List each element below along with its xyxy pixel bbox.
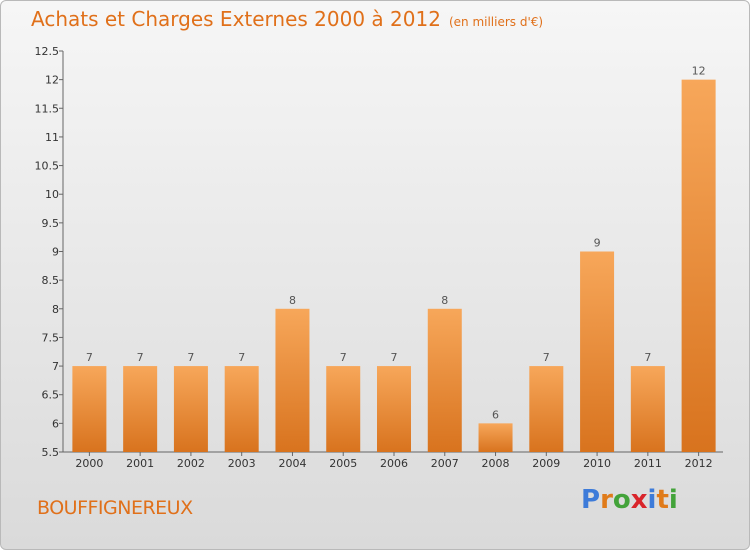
bar-value-label: 7	[137, 351, 144, 364]
y-tick-label: 11.5	[35, 102, 60, 115]
bar-value-label: 7	[340, 351, 347, 364]
bar	[224, 366, 259, 452]
bar-value-label: 6	[492, 408, 499, 421]
place-name: BOUFFIGNEREUX	[37, 497, 193, 519]
bar	[123, 366, 158, 452]
bar	[173, 366, 208, 452]
chart-unit: (en milliers d'€)	[448, 15, 544, 29]
logo-letter: o	[612, 485, 631, 515]
x-tick-label: 2012	[685, 457, 713, 470]
bar-value-label: 7	[391, 351, 398, 364]
bar-value-label: 12	[692, 65, 706, 78]
proxiti-logo: Proxiti	[581, 485, 678, 515]
bar-value-label: 8	[289, 294, 296, 307]
bar-value-label: 7	[86, 351, 93, 364]
y-tick-label: 10.5	[35, 160, 60, 173]
logo-letter: P	[581, 485, 601, 515]
x-tick-label: 2007	[431, 457, 459, 470]
bar	[377, 366, 411, 452]
bar	[427, 308, 462, 452]
bar-value-label: 7	[187, 351, 194, 364]
y-tick-label: 12	[45, 74, 59, 87]
logo-letter: t	[656, 485, 669, 515]
y-tick-label: 8	[52, 303, 59, 316]
chart-title-text: Achats et Charges Externes 2000 à 2012	[31, 7, 441, 31]
y-tick-label: 10	[45, 188, 59, 201]
y-tick-label: 7.5	[42, 331, 60, 344]
y-tick-label: 8.5	[42, 274, 60, 287]
logo-letter: x	[630, 485, 648, 515]
logo-letter: i	[668, 485, 678, 515]
x-tick-label: 2001	[126, 457, 154, 470]
bar-value-label: 7	[644, 351, 651, 364]
x-tick-label: 2010	[583, 457, 611, 470]
y-tick-label: 7	[52, 360, 59, 373]
y-tick-label: 9	[52, 246, 59, 259]
logo-letter: i	[647, 485, 657, 515]
bar	[326, 366, 361, 452]
bar	[529, 366, 564, 452]
bar-value-label: 7	[238, 351, 245, 364]
bar	[580, 251, 615, 452]
x-tick-label: 2003	[228, 457, 256, 470]
x-tick-label: 2009	[532, 457, 560, 470]
x-tick-label: 2011	[634, 457, 662, 470]
x-tick-label: 2002	[177, 457, 205, 470]
x-tick-label: 2008	[482, 457, 510, 470]
x-tick-label: 2005	[329, 457, 357, 470]
chart-title: Achats et Charges Externes 2000 à 2012 (e…	[31, 7, 543, 31]
logo-letter: r	[600, 485, 613, 515]
bar	[478, 423, 513, 452]
bar-value-label: 7	[543, 351, 550, 364]
y-tick-label: 12.5	[35, 45, 60, 58]
bar	[72, 366, 107, 452]
bar-value-label: 9	[594, 237, 601, 250]
x-tick-label: 2000	[75, 457, 103, 470]
y-tick-label: 6	[52, 417, 59, 430]
bar-value-label: 8	[441, 294, 448, 307]
bar	[630, 366, 665, 452]
bar	[275, 308, 310, 452]
y-tick-label: 6.5	[42, 389, 60, 402]
x-tick-label: 2006	[380, 457, 408, 470]
y-tick-label: 5.5	[42, 446, 60, 459]
bar	[681, 79, 716, 453]
y-tick-label: 11	[45, 131, 59, 144]
x-tick-label: 2004	[278, 457, 306, 470]
y-tick-label: 9.5	[42, 217, 60, 230]
